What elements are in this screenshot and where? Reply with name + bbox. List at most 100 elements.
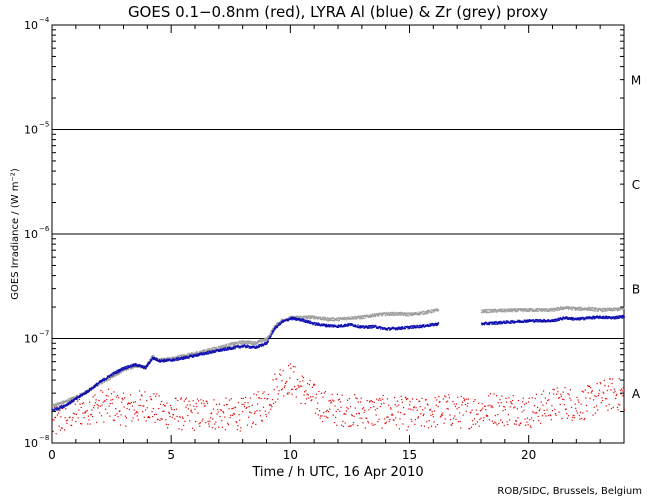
series-point (578, 415, 580, 417)
series-point (150, 398, 152, 400)
series-point (289, 363, 291, 365)
series-point (597, 317, 599, 319)
series-point (466, 398, 468, 400)
series-point (540, 320, 542, 323)
series-point (605, 307, 607, 310)
series-point (551, 410, 554, 412)
series-point (542, 319, 544, 321)
series-point (180, 397, 182, 399)
series-point (253, 341, 255, 343)
series-point (143, 416, 145, 418)
series-point (497, 402, 499, 404)
series-point (367, 420, 369, 422)
series-point (597, 395, 599, 397)
series-point (560, 307, 562, 309)
series-point (267, 341, 269, 343)
series-point (406, 315, 409, 317)
series-point (567, 307, 569, 310)
series-point (423, 323, 425, 326)
series-point (457, 396, 459, 398)
series-point (120, 370, 122, 372)
series-point (118, 373, 121, 375)
series-point (566, 316, 568, 318)
series-point (233, 347, 236, 349)
series-point (333, 320, 336, 322)
series-point (279, 323, 281, 326)
series-point (499, 309, 501, 312)
series-point (576, 396, 578, 399)
series-point (264, 337, 266, 339)
series-point (415, 327, 417, 329)
series-point (366, 417, 368, 420)
series-point (129, 403, 131, 405)
series-point (410, 408, 412, 410)
series-point (202, 400, 204, 402)
series-point (234, 341, 236, 343)
series-point (600, 402, 602, 404)
series-point (80, 394, 83, 396)
series-point (566, 413, 568, 415)
series-point (594, 310, 596, 312)
series-point (418, 324, 421, 327)
series-point (77, 400, 79, 402)
series-point (262, 343, 264, 345)
series-point (169, 416, 171, 418)
series-point (191, 411, 193, 414)
x-tick-label: 10 (283, 448, 298, 462)
series-point (247, 402, 249, 404)
series-point (610, 389, 612, 391)
series-point (230, 414, 232, 416)
series-point (144, 368, 147, 370)
series-point (274, 328, 276, 331)
series-point (75, 396, 77, 399)
series-point (215, 349, 218, 351)
series-point (313, 323, 315, 325)
series-point (90, 389, 92, 391)
series-point (309, 379, 311, 382)
series-point (155, 413, 157, 416)
series-point (109, 402, 111, 405)
series-point (59, 405, 61, 407)
series-point (329, 399, 331, 401)
series-point (88, 419, 90, 421)
series-point (535, 393, 538, 396)
series-point (211, 350, 213, 352)
series-point (219, 348, 222, 350)
series-point (110, 377, 112, 379)
series-point (59, 429, 61, 431)
series-point (511, 319, 513, 322)
series-point (608, 403, 610, 406)
series-point (559, 307, 561, 309)
series-point (533, 412, 535, 414)
series-point (157, 418, 159, 420)
series-point (62, 400, 64, 402)
series-point (598, 317, 600, 319)
series-point (491, 405, 493, 407)
series-point (396, 311, 398, 314)
series-point (304, 402, 306, 405)
series-point (571, 318, 573, 320)
series-point (172, 414, 175, 416)
series-point (556, 309, 559, 312)
series-point (171, 359, 173, 361)
series-point (414, 419, 417, 421)
series-point (421, 397, 423, 399)
series-point (330, 402, 332, 404)
series-point (75, 397, 77, 400)
series-point (248, 406, 250, 408)
series-point (575, 306, 577, 309)
series-point (265, 338, 267, 340)
series-point (73, 399, 76, 401)
series-point (306, 393, 308, 395)
series-point (600, 317, 602, 319)
series-point (350, 315, 352, 318)
series-point (234, 344, 236, 346)
series-point (382, 328, 384, 331)
series-point (560, 395, 563, 397)
series-point (345, 410, 347, 412)
series-point (531, 320, 534, 322)
series-point (525, 424, 527, 426)
series-point (380, 314, 382, 316)
series-point (392, 312, 394, 314)
series-point (183, 400, 185, 402)
